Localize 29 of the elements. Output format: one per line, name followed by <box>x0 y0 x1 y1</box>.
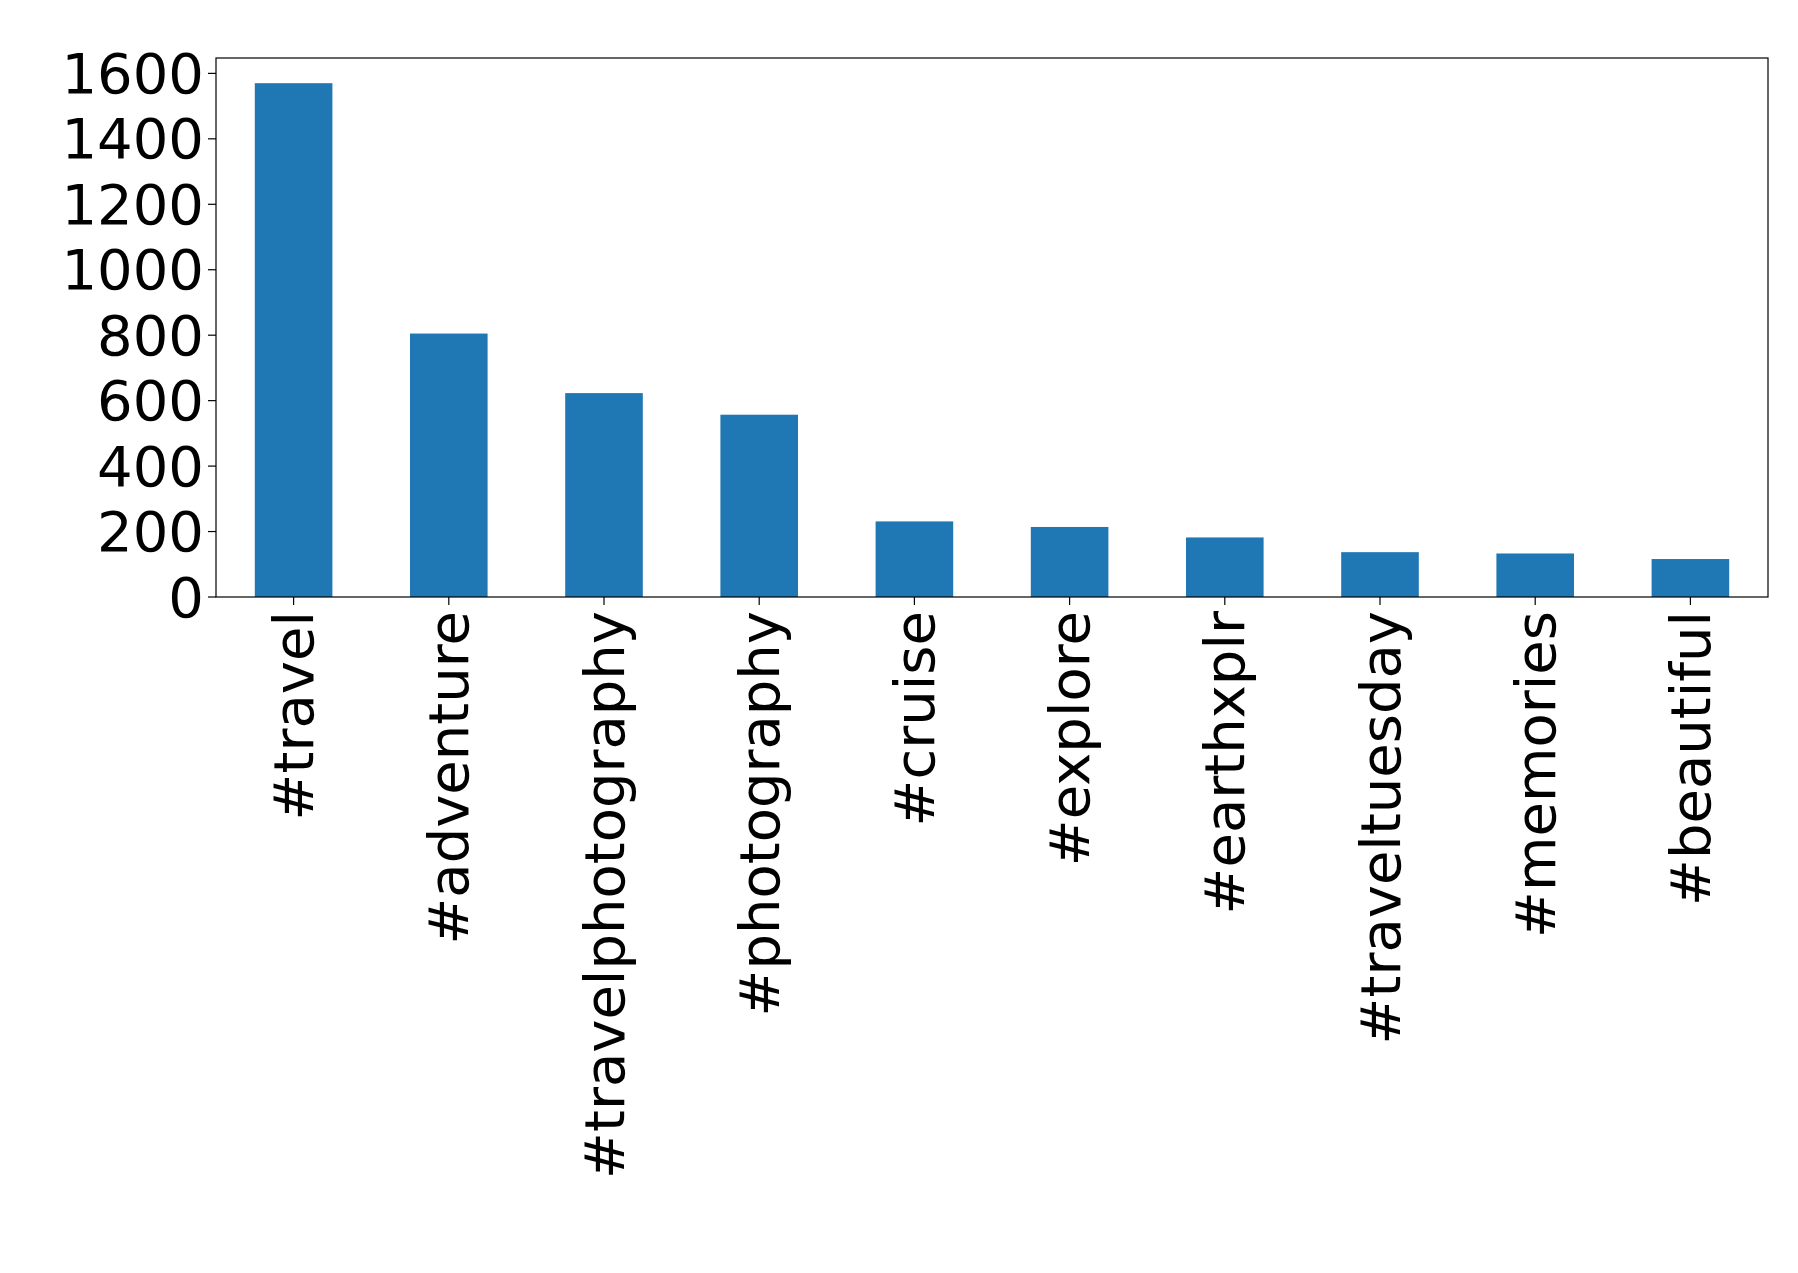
bar <box>565 393 643 597</box>
y-tick-label: 400 <box>97 433 204 499</box>
y-tick-label: 1200 <box>61 171 204 237</box>
bar <box>1186 537 1264 597</box>
y-tick-label: 800 <box>97 302 204 368</box>
x-tick-label: #photography <box>726 611 792 1017</box>
y-tick-label: 1600 <box>61 40 204 106</box>
bar <box>875 521 954 597</box>
x-tick-label: #earthxplr <box>1192 610 1258 915</box>
x-tick-label: #cruise <box>882 611 947 827</box>
bar <box>1651 559 1730 597</box>
x-tick-label: #memories <box>1502 611 1568 938</box>
bar <box>254 83 333 597</box>
y-tick-label: 600 <box>97 368 204 434</box>
bar <box>1341 552 1419 597</box>
x-tick-label: #travel <box>261 611 327 821</box>
y-tick-label: 0 <box>168 564 204 630</box>
x-tick-label: #traveltuesday <box>1347 611 1413 1045</box>
x-tick-label: #beautiful <box>1658 611 1723 907</box>
bar <box>1496 553 1574 597</box>
x-tick-label: #travelphotography <box>571 611 637 1179</box>
bar <box>1030 526 1109 597</box>
x-tick-label: #explore <box>1037 611 1103 867</box>
y-tick-label: 1400 <box>61 106 204 172</box>
bar <box>720 414 798 597</box>
x-tick-label: #adventure <box>416 611 482 945</box>
y-tick-label: 1000 <box>61 237 204 303</box>
y-tick-label: 200 <box>97 499 204 565</box>
bar <box>410 333 488 597</box>
